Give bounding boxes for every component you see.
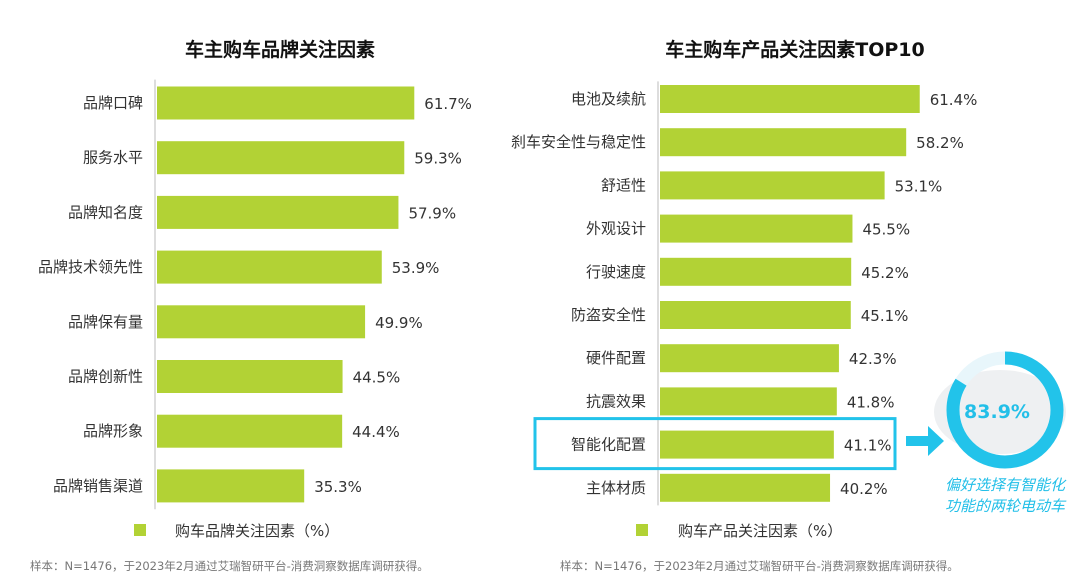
callout-text-line2: 功能的两轮电动车 (945, 497, 1067, 515)
category-label: 主体材质 (586, 479, 646, 497)
value-label: 45.1% (861, 307, 909, 325)
bar (660, 344, 839, 373)
category-label: 舒适性 (601, 176, 646, 194)
bar (157, 195, 399, 229)
category-label: 品牌销售渠道 (53, 477, 143, 495)
value-label: 35.3% (314, 478, 362, 496)
bar (157, 250, 382, 284)
value-label: 40.2% (840, 480, 888, 498)
value-label: 44.4% (352, 423, 400, 441)
value-label: 58.2% (916, 134, 964, 152)
value-label: 41.1% (844, 437, 892, 455)
bar (660, 257, 852, 286)
motorbike-icon (934, 370, 1066, 454)
category-label: 外观设计 (586, 220, 646, 238)
value-label: 41.8% (847, 393, 895, 411)
value-label: 45.5% (862, 221, 910, 239)
category-label: 品牌技术领先性 (38, 258, 143, 276)
chart-title: 车主购车品牌关注因素 (185, 38, 375, 61)
legend-swatch (134, 524, 146, 536)
bar (157, 414, 343, 448)
bar (660, 301, 851, 329)
bar (157, 86, 415, 120)
category-label: 行驶速度 (586, 263, 646, 281)
category-label: 品牌知名度 (68, 203, 143, 221)
bar (157, 469, 305, 503)
bar (660, 430, 834, 459)
chart-title: 车主购车产品关注因素TOP10 (665, 38, 924, 61)
bar (660, 473, 831, 502)
category-label: 智能化配置 (571, 436, 646, 454)
donut-progress (946, 351, 1064, 469)
highlight-box (533, 417, 897, 471)
bar (157, 360, 343, 393)
bar (157, 305, 366, 339)
value-label: 61.7% (424, 95, 472, 113)
callout-percent: 83.9% (964, 401, 1030, 423)
value-label: 42.3% (849, 350, 897, 368)
category-label: 电池及续航 (571, 90, 646, 108)
callout-text-line1: 偏好选择有智能化 (945, 476, 1067, 494)
footnote: 样本：N=1476，于2023年2月通过艾瑞智研平台-消费洞察数据库调研获得。 (560, 559, 959, 573)
bar (157, 141, 405, 175)
value-label: 49.9% (375, 314, 423, 332)
arrow-right-icon (906, 426, 944, 456)
value-label: 61.4% (930, 91, 978, 109)
category-label: 品牌保有量 (68, 313, 143, 331)
value-label: 53.1% (895, 177, 943, 195)
category-label: 服务水平 (83, 149, 143, 167)
category-label: 硬件配置 (586, 349, 646, 367)
bar (660, 214, 853, 243)
value-label: 53.9% (392, 259, 440, 277)
value-label: 44.5% (353, 369, 401, 387)
category-label: 品牌创新性 (68, 368, 143, 386)
value-label: 45.2% (861, 264, 909, 282)
category-label: 抗震效果 (586, 392, 646, 410)
legend-label: 购车品牌关注因素（%） (175, 522, 339, 540)
category-label: 防盗安全性 (571, 306, 646, 324)
footnote: 样本：N=1476，于2023年2月通过艾瑞智研平台-消费洞察数据库调研获得。 (30, 559, 429, 573)
bar (660, 171, 885, 200)
value-label: 57.9% (408, 204, 456, 222)
legend-label: 购车产品关注因素（%） (678, 522, 842, 540)
category-label: 品牌形象 (83, 422, 143, 440)
value-label: 59.3% (414, 150, 462, 168)
bar (660, 85, 920, 113)
bar (660, 128, 907, 157)
bar (660, 387, 837, 416)
category-label: 刹车安全性与稳定性 (511, 133, 646, 151)
legend-swatch (636, 524, 648, 536)
chart-2: 车主购车产品关注因素TOP10 电池及续航 61.4% 刹车安全性与稳定性 58.2% 舒… (511, 38, 1067, 573)
category-label: 品牌口碑 (83, 94, 143, 112)
